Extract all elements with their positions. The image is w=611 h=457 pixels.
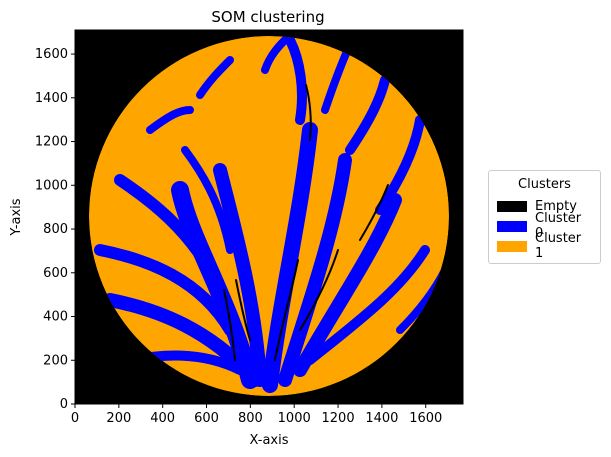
- y-tick-label: 800: [43, 222, 68, 237]
- x-tick-label: 400: [150, 411, 175, 426]
- y-tick-label: 1000: [35, 178, 68, 193]
- legend-label-cluster-0: Cluster 0: [535, 211, 582, 241]
- legend-item-empty: Empty: [497, 196, 592, 216]
- y-axis-label: Y-axis: [9, 198, 24, 236]
- y-tick-label: 400: [43, 310, 68, 325]
- y-tick-label: 1600: [35, 47, 68, 62]
- legend-item-cluster-0: Cluster 0: [497, 211, 592, 241]
- y-ticks: 0 200 400 600 800 1000 1200 1400 1600: [35, 47, 75, 412]
- x-tick-label: 1000: [278, 411, 311, 426]
- x-ticks: 0 200 400 600 800 1000 1200 1400 1600: [71, 404, 442, 426]
- cluster-map: [89, 36, 449, 396]
- x-tick-label: 1400: [365, 411, 398, 426]
- legend-title: Clusters: [518, 177, 571, 192]
- x-tick-label: 600: [194, 411, 219, 426]
- legend-swatch-empty: [497, 200, 527, 212]
- legend-label-empty: Empty: [535, 198, 577, 214]
- plot-frame: [74, 29, 464, 405]
- plot-area: [74, 29, 464, 405]
- y-tick-label: 600: [43, 266, 68, 281]
- y-tick-label: 1400: [35, 91, 68, 106]
- legend-label-cluster-1: Cluster 1: [535, 231, 582, 261]
- legend: Clusters Empty Cluster 0 Cluster 1: [488, 170, 601, 264]
- x-tick-label: 800: [238, 411, 263, 426]
- x-tick-label: 1200: [322, 411, 355, 426]
- x-tick-label: 0: [71, 411, 79, 426]
- legend-swatch-cluster-1: [497, 240, 527, 252]
- chart-title: SOM clustering: [211, 8, 324, 26]
- x-axis-label: X-axis: [250, 433, 289, 448]
- x-tick-label: 1600: [409, 411, 442, 426]
- cluster-1-disk: [89, 36, 449, 396]
- cluster-0-bands: [94, 36, 449, 393]
- y-tick-label: 0: [60, 397, 68, 412]
- legend-swatch-cluster-0: [497, 220, 527, 232]
- empty-speckles: [223, 84, 389, 361]
- y-tick-label: 1200: [35, 135, 68, 150]
- x-tick-label: 200: [106, 411, 131, 426]
- legend-item-cluster-1: Cluster 1: [497, 231, 592, 261]
- y-tick-label: 200: [43, 353, 68, 368]
